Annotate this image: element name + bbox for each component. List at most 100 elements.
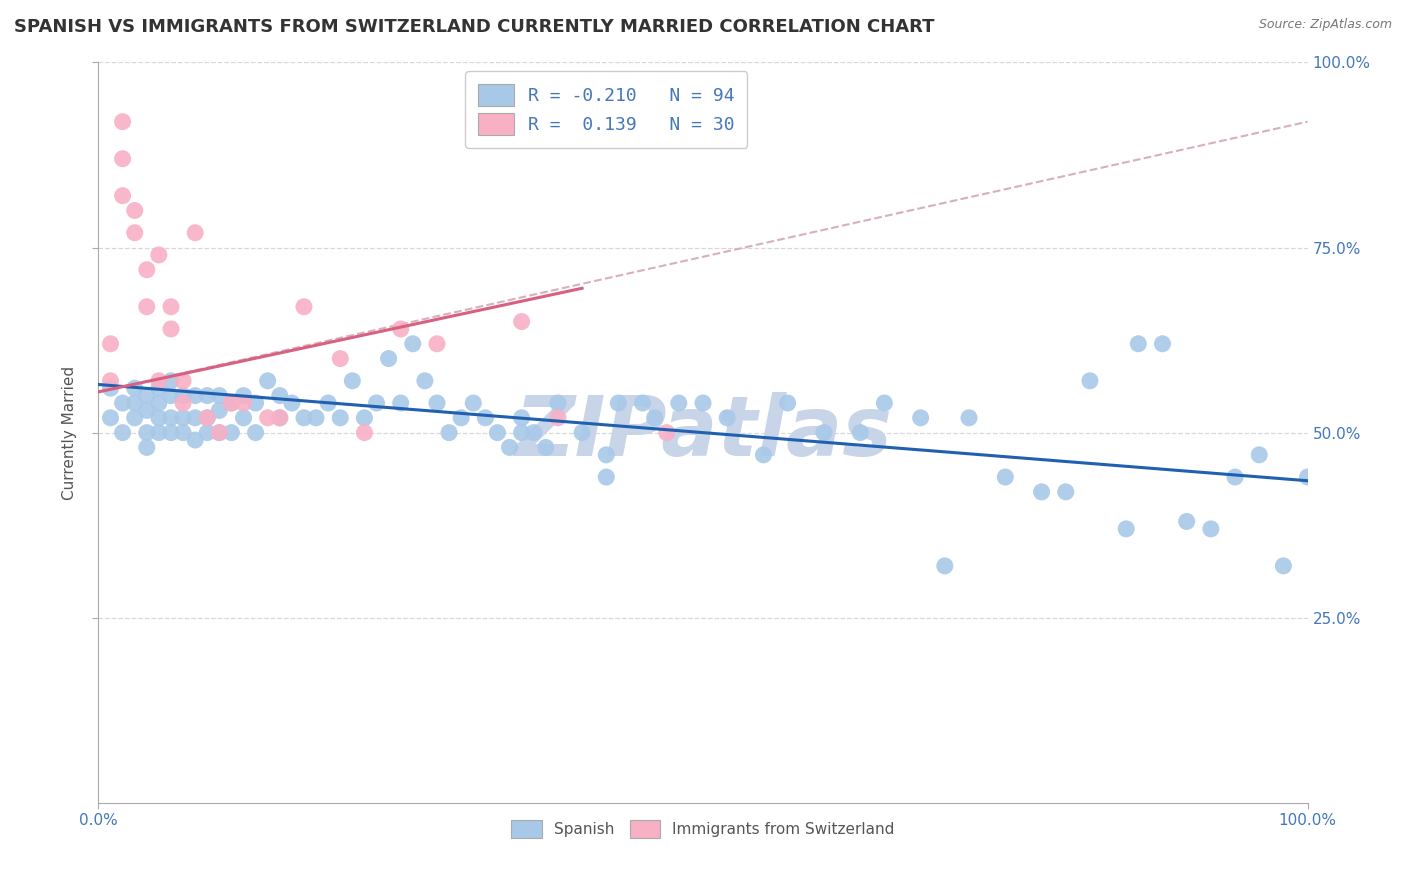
Point [221,396,243,410]
Point [607,396,630,410]
Point [208,425,231,440]
Point [135,425,157,440]
Point [534,441,557,455]
Point [692,396,714,410]
Point [571,425,593,440]
Point [292,410,315,425]
Point [1296,470,1319,484]
Point [377,351,399,366]
Point [474,410,496,425]
Y-axis label: Currently Married: Currently Married [62,366,77,500]
Point [160,322,183,336]
Point [631,396,654,410]
Point [124,410,146,425]
Point [668,396,690,410]
Point [221,396,243,410]
Point [100,374,122,388]
Point [135,388,157,402]
Point [172,410,194,425]
Point [124,396,146,410]
Point [232,410,254,425]
Point [316,396,339,410]
Point [195,388,218,402]
Point [450,410,472,425]
Point [389,396,412,410]
Point [305,410,328,425]
Point [172,374,194,388]
Point [934,558,956,573]
Point [160,300,183,314]
Point [195,425,218,440]
Point [208,425,231,440]
Point [184,388,207,402]
Point [195,410,218,425]
Point [510,410,533,425]
Point [256,374,278,388]
Point [111,396,134,410]
Point [1054,484,1077,499]
Point [160,388,183,402]
Point [910,410,932,425]
Point [353,425,375,440]
Point [269,410,291,425]
Point [402,336,425,351]
Point [1115,522,1137,536]
Point [100,381,122,395]
Point [100,410,122,425]
Point [221,425,243,440]
Point [124,381,146,395]
Point [281,396,304,410]
Point [1272,558,1295,573]
Point [172,396,194,410]
Point [208,403,231,417]
Point [1078,374,1101,388]
Point [135,403,157,417]
Point [849,425,872,440]
Point [269,388,291,402]
Point [245,396,267,410]
Point [413,374,436,388]
Point [232,388,254,402]
Point [148,381,170,395]
Point [498,441,520,455]
Point [510,425,533,440]
Point [148,248,170,262]
Point [595,448,617,462]
Point [957,410,980,425]
Point [232,396,254,410]
Point [135,262,157,277]
Point [366,396,388,410]
Point [1128,336,1150,351]
Point [486,425,509,440]
Point [813,425,835,440]
Point [342,374,364,388]
Point [644,410,666,425]
Point [1223,470,1246,484]
Point [148,425,170,440]
Legend: Spanish, Immigrants from Switzerland: Spanish, Immigrants from Switzerland [499,807,907,851]
Point [111,188,134,202]
Point [160,425,183,440]
Point [135,300,157,314]
Point [1175,515,1198,529]
Point [195,410,218,425]
Point [124,203,146,218]
Point [994,470,1017,484]
Text: SPANISH VS IMMIGRANTS FROM SWITZERLAND CURRENTLY MARRIED CORRELATION CHART: SPANISH VS IMMIGRANTS FROM SWITZERLAND C… [14,18,935,36]
Point [111,425,134,440]
Point [245,425,267,440]
Point [292,300,315,314]
Point [595,470,617,484]
Point [172,388,194,402]
Point [184,226,207,240]
Point [547,396,569,410]
Point [1152,336,1174,351]
Point [655,425,678,440]
Point [269,410,291,425]
Point [463,396,485,410]
Point [547,410,569,425]
Point [437,425,460,440]
Text: ZIPatlas: ZIPatlas [515,392,891,473]
Point [111,152,134,166]
Point [329,351,352,366]
